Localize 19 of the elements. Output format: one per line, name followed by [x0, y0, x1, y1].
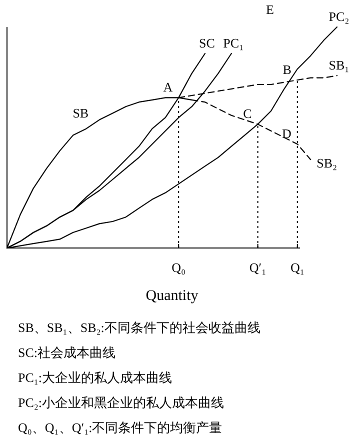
annotation: B: [282, 62, 292, 78]
annotation: A: [163, 80, 173, 95]
series-label: PC₂: [328, 9, 350, 24]
annotation: E: [266, 2, 274, 17]
xlabel: Quantity: [146, 288, 198, 304]
series-label: SC: [199, 36, 215, 51]
series-label: SB: [72, 106, 89, 121]
xtick: Q₁: [290, 260, 304, 275]
annotation: SC:社会成本曲线: [18, 345, 116, 360]
series-label: SB₁: [328, 58, 350, 73]
annotation: C: [243, 106, 252, 122]
xtick: Q′₁: [249, 260, 266, 275]
annotation: SB、SB₁、SB₂:不同条件下的社会收益曲线: [18, 320, 260, 335]
series-label: SB₂: [316, 156, 338, 171]
series-label: PC₁: [223, 36, 244, 51]
xtick: Q₀: [172, 260, 186, 275]
annotation: PC₁:大企业的私人成本曲线: [18, 370, 172, 385]
annotation: Q₀、Q₁、Q′₁:不同条件下的均衡产量: [18, 420, 222, 435]
annotation: PC₂:小企业和黑企业的私人成本曲线: [18, 395, 224, 410]
